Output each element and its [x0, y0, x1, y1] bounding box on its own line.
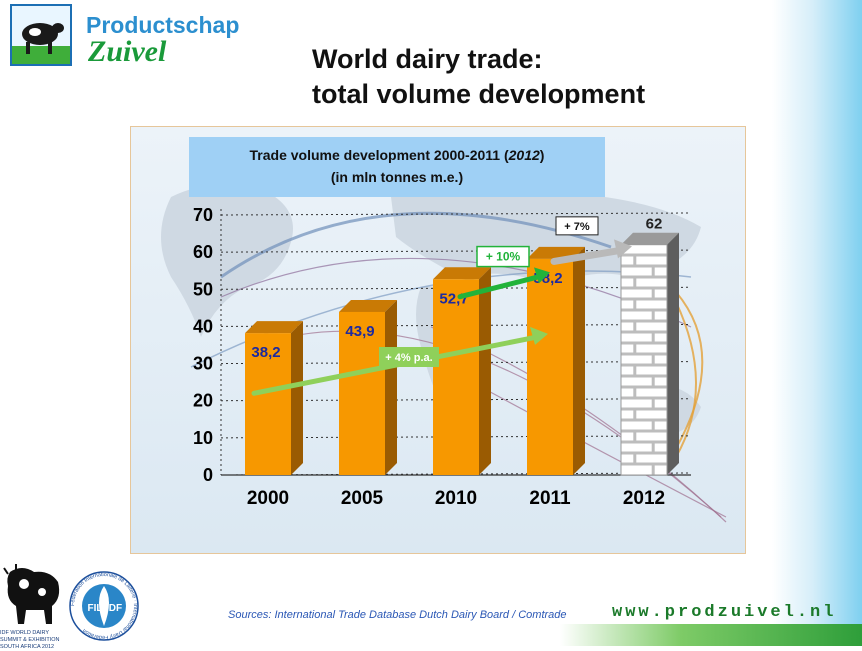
growth-2012-arrowhead [614, 239, 632, 259]
chart-title-box [189, 137, 605, 197]
y-tick-label: 20 [193, 391, 213, 411]
trend-label-box [379, 347, 439, 367]
bar-outline [620, 244, 668, 476]
value-label: 52,7 [439, 290, 468, 307]
y-tick-label: 0 [203, 465, 213, 485]
bar-2000 [245, 321, 303, 475]
trend-label: + 4% p.a. [385, 352, 432, 364]
growth-2012-box [555, 216, 599, 236]
annotations: + 4% p.a. + 10% + 7% [251, 216, 632, 396]
bar-2010 [433, 267, 491, 475]
x-axis-labels: 2000 2005 2010 2011 2012 [247, 488, 665, 509]
logo-text-productschap: Productschap [86, 12, 240, 38]
bar-top [433, 267, 491, 280]
bar-front [245, 333, 291, 475]
gridline [220, 212, 692, 216]
bar-front [433, 279, 479, 475]
x-tick-label: 2005 [341, 488, 384, 509]
y-tick-label: 70 [193, 205, 213, 225]
y-tick-label: 30 [193, 354, 213, 374]
value-label: 43,9 [345, 323, 374, 340]
bar-2005 [339, 299, 397, 475]
bar-front [527, 258, 573, 475]
growth-2011-arrow [457, 273, 543, 300]
slide-title-line1: World dairy trade: [312, 44, 543, 74]
value-label: 38,2 [251, 344, 280, 361]
source-note: Sources: International Trade Database Du… [228, 609, 567, 621]
growth-2011-box [476, 245, 530, 268]
growth-2012-label: + 7% [564, 221, 590, 233]
idf-logo: Fédération Internationale de Laiterie · … [68, 570, 140, 642]
bar-chart: Trade volume development 2000-2011 (2012… [161, 137, 727, 523]
website-url[interactable]: www.prodzuivel.nl [612, 603, 837, 622]
bar-front [621, 244, 667, 475]
slide-title-line2: total volume development [312, 79, 646, 109]
growth-2011-label: + 10% [486, 250, 521, 264]
y-tick-label: 60 [193, 242, 213, 262]
summit-cow-logo [2, 562, 66, 646]
bar-top [245, 321, 303, 334]
cow-logo-icon [10, 4, 72, 66]
x-tick-label: 2011 [529, 488, 571, 509]
bar-side [573, 246, 585, 475]
decorative-blue-stripe [772, 0, 862, 646]
bar-side [479, 267, 491, 475]
x-tick-label: 2012 [623, 488, 665, 509]
slide-title: World dairy trade: total volume developm… [312, 42, 645, 112]
bar-2012 [620, 232, 679, 476]
bar-front [339, 311, 385, 475]
y-tick-label: 40 [193, 316, 213, 336]
chart-frame: Trade volume development 2000-2011 (2012… [130, 126, 746, 554]
bar-top [339, 299, 397, 312]
chart-title-line1: Trade volume development 2000-2011 (2012… [250, 147, 545, 163]
y-tick-label: 50 [193, 279, 213, 299]
idf-left-text: FIL [88, 603, 103, 614]
bar-side [385, 299, 397, 475]
chart-title-line2: (in mln tonnes m.e.) [331, 169, 463, 185]
idf-emblem-icon: Fédération Internationale de Laiterie · … [69, 571, 139, 641]
summit-caption: IDF WORLD DAIRY SUMMIT & EXHIBITION SOUT… [0, 630, 60, 650]
decorative-green-bar [560, 624, 862, 646]
idf-right-text: IDF [106, 603, 122, 614]
cow-icon [3, 564, 60, 624]
bar-side [291, 321, 303, 475]
x-tick-label: 2010 [435, 488, 477, 509]
productschap-logo: Productschap Zuivel [10, 4, 260, 70]
bar-top [621, 232, 679, 245]
x-tick-label: 2000 [247, 488, 289, 509]
trend-arrowhead [530, 326, 548, 345]
growth-2011-arrowhead [534, 267, 550, 284]
y-tick-label: 10 [193, 428, 213, 448]
bar-2011 [527, 246, 585, 475]
value-label: 62 [646, 216, 663, 233]
bars [245, 232, 679, 476]
bar-side [667, 232, 679, 475]
logo-text-zuivel: Zuivel [88, 35, 167, 68]
y-axis: 0 10 20 30 40 50 60 70 [193, 205, 691, 485]
growth-2012-arrow [550, 246, 624, 265]
